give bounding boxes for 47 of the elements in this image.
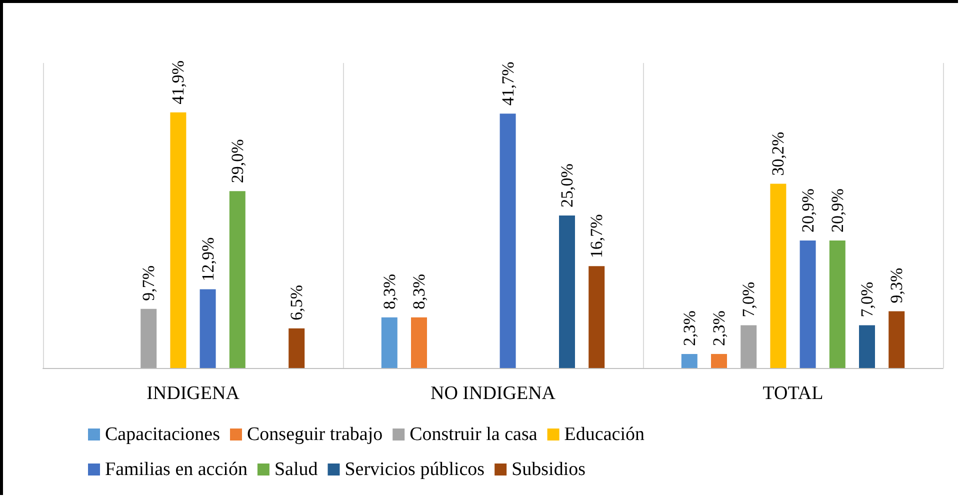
legend-label: Educación — [564, 424, 645, 445]
data-label: 2,3% — [680, 310, 699, 346]
bar — [711, 354, 727, 368]
data-label: 7,0% — [858, 282, 876, 318]
data-label: 9,3% — [887, 268, 906, 304]
bar — [500, 114, 516, 368]
data-label: 2,3% — [710, 310, 728, 346]
x-tick-label: TOTAL — [762, 383, 824, 404]
bar — [588, 266, 605, 368]
bar — [381, 317, 398, 368]
data-label: 29,0% — [228, 139, 247, 184]
x-tick-label: NO INDIGENA — [430, 383, 556, 404]
legend-label: Salud — [274, 459, 318, 480]
bar — [411, 317, 427, 368]
bar — [859, 325, 875, 368]
data-label: 7,0% — [739, 282, 758, 318]
bar — [740, 325, 757, 368]
data-label: 6,5% — [287, 284, 306, 320]
bar — [140, 308, 157, 368]
legend-label: Subsidios — [512, 459, 586, 480]
legend-label: Construir la casa — [410, 424, 538, 445]
data-label: 20,9% — [828, 188, 847, 233]
bar — [170, 112, 186, 368]
data-label: 8,3% — [410, 274, 428, 310]
data-label: 9,7% — [139, 265, 158, 301]
bar — [681, 354, 698, 368]
data-label: 25,0% — [558, 164, 576, 208]
legend-label: Capacitaciones — [105, 424, 220, 445]
x-tick-label: INDIGENA — [146, 383, 240, 404]
data-label: 41,7% — [498, 62, 518, 106]
bar — [288, 328, 305, 368]
legend-label: Servicios públicos — [344, 459, 485, 480]
data-label: 41,9% — [168, 60, 188, 104]
bar — [829, 240, 846, 368]
bar — [888, 311, 905, 368]
bar — [559, 216, 575, 368]
data-label: 12,9% — [198, 237, 218, 282]
data-label: 20,9% — [798, 188, 818, 233]
data-label: 30,2% — [768, 132, 788, 176]
data-label: 16,7% — [587, 214, 606, 258]
bar — [770, 184, 786, 368]
data-label: 8,3% — [380, 274, 399, 310]
bar — [229, 191, 246, 368]
legend-label: Familias en acción — [105, 459, 248, 480]
bar — [800, 240, 816, 368]
bar — [200, 289, 216, 368]
legend-label: Conseguir trabajo — [247, 424, 383, 445]
